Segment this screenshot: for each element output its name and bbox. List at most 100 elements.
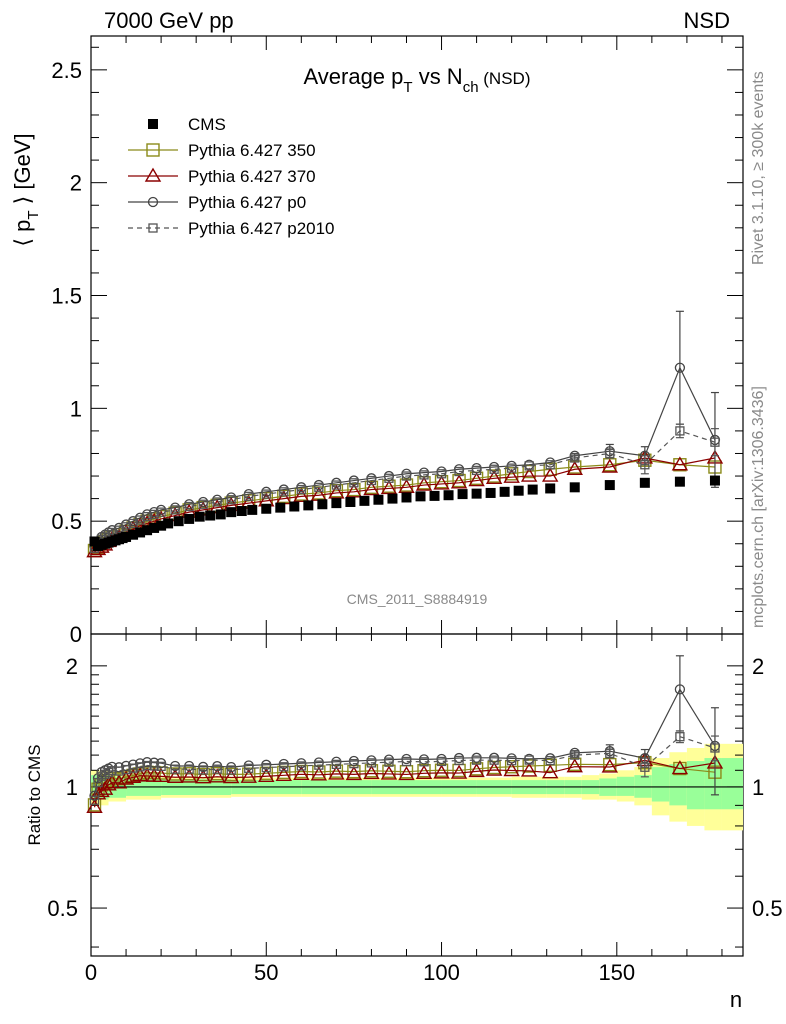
data-point — [128, 529, 139, 540]
data-point — [314, 482, 324, 492]
ratio-data-point — [468, 762, 485, 778]
data-point — [566, 460, 583, 475]
ratio-data-point — [100, 776, 117, 791]
ratio-data-point — [454, 755, 464, 766]
ratio-data-point — [345, 765, 363, 781]
ratio-data-point — [244, 763, 254, 773]
data-point — [524, 461, 534, 471]
ratio-data-point — [275, 766, 293, 781]
ratio-data-point — [124, 768, 142, 783]
data-point — [489, 464, 499, 474]
data-point — [349, 478, 359, 488]
ratio-y-tick-label: 0.5 — [47, 896, 78, 921]
ratio-data-point — [489, 755, 499, 765]
ratio-data-point — [524, 755, 534, 765]
legend-label: Pythia 6.427 370 — [188, 167, 316, 186]
title-sub-t: T — [403, 79, 412, 96]
ratio-data-point — [436, 756, 447, 767]
data-point — [671, 456, 689, 471]
ratio-data-point — [366, 758, 377, 768]
data-point — [640, 460, 650, 470]
data-point — [173, 516, 184, 527]
ratio-series-layer — [86, 655, 724, 813]
data-point — [184, 501, 194, 512]
data-point — [570, 453, 580, 463]
data-point — [675, 426, 685, 436]
data-point — [156, 507, 166, 517]
ratio-data-point — [541, 764, 559, 779]
ratio-data-point — [522, 759, 536, 773]
data-point — [545, 483, 556, 494]
series-line — [94, 366, 716, 547]
ratio-data-point — [310, 766, 328, 781]
ratio-y-axis-label: Ratio to CMS — [25, 744, 44, 845]
title-sub-ch: ch — [463, 79, 479, 96]
legend-marker — [147, 196, 159, 208]
data-point — [366, 475, 377, 486]
x-tick-label: 100 — [423, 960, 460, 985]
ratio-data-point — [417, 764, 431, 778]
ratio-data-point — [671, 760, 689, 775]
data-point — [149, 509, 159, 520]
ratio-data-point — [503, 762, 520, 777]
ratio-data-point — [240, 768, 257, 783]
band-green-segment — [686, 761, 705, 810]
data-point — [605, 448, 615, 459]
series-cms — [89, 475, 720, 551]
legend-marker — [146, 143, 160, 157]
ratio-data-point — [520, 762, 538, 777]
data-point — [156, 520, 167, 531]
y-tick-label: 1 — [70, 396, 82, 421]
data-point — [244, 491, 254, 501]
ratio-data-point — [89, 795, 100, 805]
x-axis-label: n — [730, 987, 742, 1012]
ratio-data-point — [328, 765, 345, 780]
ratio-data-point — [543, 758, 557, 773]
data-point — [710, 437, 720, 447]
data-point — [293, 487, 310, 503]
ratio-y-tick-label: 1 — [66, 775, 78, 800]
data-point — [415, 491, 426, 502]
ratio-data-point — [182, 767, 196, 781]
data-point — [215, 509, 226, 520]
data-point — [380, 480, 398, 495]
data-point — [163, 518, 174, 529]
ratio-data-point — [331, 759, 342, 770]
data-point — [331, 498, 342, 509]
data-point — [373, 494, 384, 505]
data-point — [247, 504, 258, 515]
ratio-data-point — [114, 766, 124, 776]
plot-title: Average pT vs Nch (NSD) — [304, 64, 531, 96]
analysis-id-label: CMS_2011_S8884919 — [347, 591, 488, 607]
data-point — [443, 490, 454, 501]
ratio-data-point — [224, 767, 238, 782]
band-green-segment — [721, 758, 743, 810]
data-point — [331, 480, 342, 490]
data-point — [170, 505, 180, 515]
series-pythia-6-427-p2010 — [89, 423, 720, 553]
ratio-data-point — [198, 765, 208, 775]
ratio-series-pythia-6-427-p2010 — [89, 730, 720, 805]
ratio-data-point — [674, 684, 686, 695]
ratio-data-point — [110, 774, 128, 789]
series-layer — [86, 310, 724, 558]
side-label-rivet: Rivet 3.1.10, ≥ 300k events — [750, 71, 767, 265]
data-point — [198, 499, 208, 509]
legend-label: Pythia 6.427 p0 — [188, 193, 306, 212]
data-point — [499, 486, 510, 497]
data-point — [121, 531, 132, 542]
ratio-data-point — [121, 764, 131, 775]
data-point — [205, 510, 216, 521]
data-point — [433, 475, 450, 490]
data-point — [415, 476, 433, 491]
data-point — [454, 466, 464, 477]
ylabel-suffix: ⟩ [GeV] — [10, 133, 35, 210]
ratio-data-point — [293, 765, 310, 781]
y-tick-label: 1.5 — [51, 284, 82, 309]
ratio-data-point — [314, 760, 324, 770]
ratio-data-point — [154, 766, 168, 780]
data-point — [504, 467, 519, 481]
data-point — [135, 527, 146, 538]
data-point — [468, 472, 485, 487]
